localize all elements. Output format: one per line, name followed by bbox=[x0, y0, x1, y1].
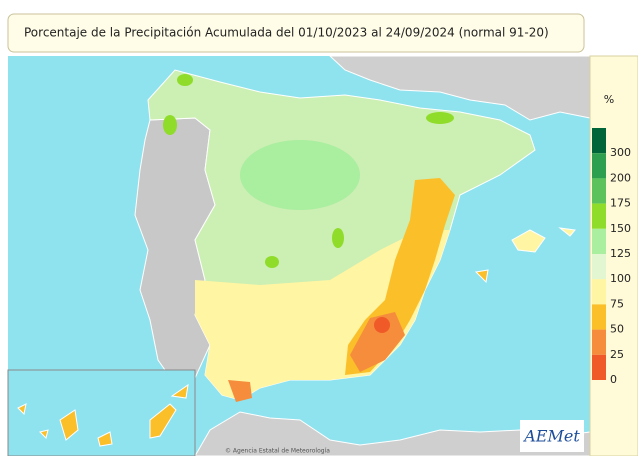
legend-label: 25 bbox=[610, 348, 624, 361]
legend-label: 50 bbox=[610, 323, 624, 336]
wet-galicia bbox=[177, 74, 193, 86]
legend-swatch bbox=[592, 329, 606, 355]
legend-swatch bbox=[592, 254, 606, 280]
logo: AEMet bbox=[522, 427, 580, 446]
driest bbox=[374, 317, 390, 333]
legend-swatch bbox=[592, 354, 606, 380]
legend: 300 200 175 150 125 100 75 50 25 0 bbox=[592, 128, 631, 386]
menorca bbox=[558, 227, 576, 237]
legend-label: 175 bbox=[610, 197, 631, 210]
map: © Agencia Estatal de Meteorología AEMet bbox=[7, 55, 591, 457]
canary-islands bbox=[17, 383, 189, 447]
title-box bbox=[7, 13, 585, 53]
legend-label: 300 bbox=[610, 146, 631, 159]
wet-coast bbox=[163, 115, 177, 135]
legend-swatch bbox=[592, 304, 606, 330]
legend-label: 200 bbox=[610, 171, 631, 184]
very-dry bbox=[350, 312, 405, 372]
map-title: Porcentaje de la Precipitación Acumulada… bbox=[24, 26, 549, 40]
legend-label: 0 bbox=[610, 373, 617, 386]
legend-swatch bbox=[592, 153, 606, 179]
legend-unit: % bbox=[604, 93, 614, 106]
legend-swatch bbox=[592, 203, 606, 229]
legend-label: 100 bbox=[610, 272, 631, 285]
legend-label: 75 bbox=[610, 297, 624, 310]
legend-swatch bbox=[592, 178, 606, 204]
legend-swatch bbox=[592, 228, 606, 254]
dry-cadiz bbox=[228, 380, 252, 402]
wet-centre bbox=[240, 140, 360, 210]
attribution: © Agencia Estatal de Meteorología bbox=[225, 448, 330, 455]
legend-swatch bbox=[592, 128, 606, 154]
wet-patch bbox=[332, 228, 344, 248]
wet-pyrenees bbox=[426, 112, 454, 124]
wet-patch bbox=[265, 256, 279, 268]
mallorca bbox=[511, 229, 546, 253]
logo-box bbox=[520, 420, 584, 452]
legend-label: 125 bbox=[610, 247, 631, 260]
ibiza bbox=[474, 269, 489, 284]
legend-swatch bbox=[592, 279, 606, 305]
legend-label: 150 bbox=[610, 222, 631, 235]
